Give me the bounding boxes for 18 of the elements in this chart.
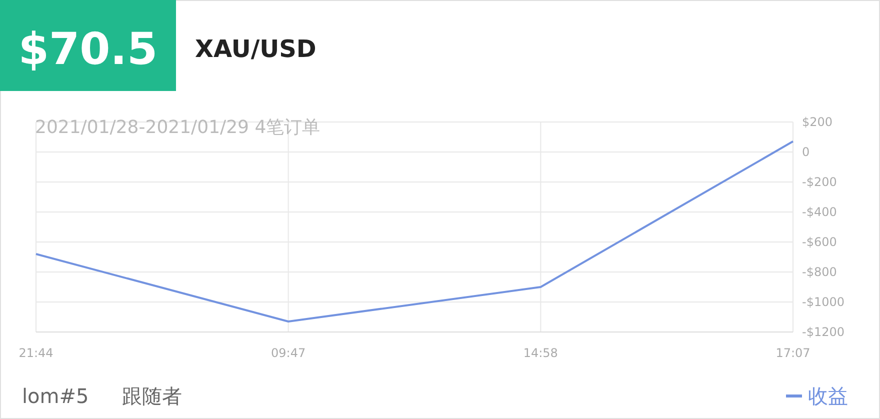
x-tick-label: 17:07 [776,346,810,360]
y-tick-label: 0 [802,145,810,159]
x-tick-label: 09:47 [271,346,306,360]
y-tick-label: -$800 [802,265,837,279]
x-tick-label: 21:44 [18,346,54,360]
chart-title: XAU/USD [195,35,316,63]
y-tick-label: -$1200 [802,325,845,339]
y-tick-label: -$600 [802,235,837,249]
y-tick-label: -$400 [802,205,837,219]
y-tick-label: $200 [802,115,833,129]
text: lom#5 [22,384,89,408]
x-tick-label: 14:58 [523,346,558,360]
chart-subtitle: 2021/01/28-2021/01/29 4笔订单 [35,117,320,138]
text: $70.5 [18,24,158,75]
legend-label: 收益 [808,384,848,408]
y-tick-label: -$200 [802,175,837,189]
text: 跟随者 [122,384,182,408]
y-tick-label: -$1000 [802,295,845,309]
